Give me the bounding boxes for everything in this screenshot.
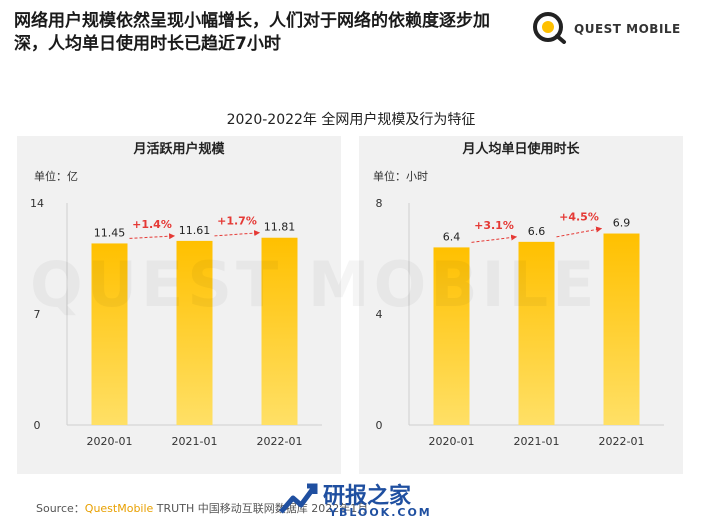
y-tick-label: 14 (30, 197, 44, 210)
bar (433, 247, 470, 425)
chart-panel-mau: 月活跃用户规模 单位：亿 0 7 14 11.45 2020-01 11.61 2021-0… (17, 136, 341, 474)
growth-arrow (471, 234, 518, 243)
source-brand: QuestMobile (84, 502, 154, 515)
x-tick-label: 2020-01 (87, 435, 133, 448)
unit-label-mau: 单位：亿 (34, 170, 78, 183)
growth-arrow (556, 226, 603, 238)
data-label: 6.9 (613, 217, 631, 230)
y-tick-label: 0 (34, 419, 41, 432)
stamp-text-en: YBLOOK.COM (329, 506, 432, 519)
source-note: Source：QuestMobile TRUTH 中国移动互联网数据库 2022… (36, 500, 368, 516)
source-prefix: Source： (36, 502, 85, 515)
page-title: 网络用户规模依然呈现小幅增长，人们对于网络的依赖度逐步加深，人均单日使用时长已趋… (14, 11, 490, 54)
data-label: 11.61 (179, 224, 211, 237)
data-label: 11.45 (94, 226, 126, 239)
y-tick-label: 7 (34, 308, 41, 321)
bar-chart-duration: 0 4 8 6.4 2020-01 6.6 2021-01 6.9 2022-01 +3.1% +4… (376, 197, 664, 448)
bar (91, 243, 128, 425)
watermark: QUEST MOBILE (30, 248, 599, 321)
y-tick-label: 0 (376, 419, 383, 432)
data-label: 11.81 (264, 221, 296, 234)
logo-text: QUEST MOBILE (574, 22, 681, 36)
bar (518, 241, 555, 425)
growth-label: +1.7% (217, 215, 257, 228)
growth-chart-icon (279, 483, 318, 514)
data-label: 6.4 (443, 230, 461, 243)
chart-main-title: 2020-2022年 全网用户规模及行为特征 (226, 112, 476, 128)
unit-label-duration: 单位：小时 (373, 170, 428, 183)
chart-title-mau: 月活跃用户规模 (133, 142, 225, 157)
bar (603, 233, 640, 425)
questmobile-logo: QUEST MOBILE (530, 10, 690, 44)
source-rest: TRUTH 中国移动互联网数据库 2022年1月 (153, 502, 369, 515)
growth-arrow (214, 230, 261, 237)
chart-panel-duration: 月人均单日使用时长 单位：小时 0 4 8 6.4 2020-01 6.6 2021-01 6… (359, 136, 683, 474)
x-tick-label: 2022-01 (599, 435, 645, 448)
bar (261, 237, 298, 425)
y-tick-label: 4 (376, 308, 383, 321)
x-tick-label: 2022-01 (257, 435, 303, 448)
bar (176, 240, 213, 425)
growth-label: +3.1% (474, 219, 514, 232)
chart-title-duration: 月人均单日使用时长 (462, 142, 580, 157)
y-tick-label: 8 (376, 197, 383, 210)
growth-arrow (129, 233, 176, 240)
data-label: 6.6 (528, 225, 546, 238)
x-tick-label: 2021-01 (172, 435, 218, 448)
questmobile-logo-icon (533, 12, 566, 44)
x-tick-label: 2021-01 (514, 435, 560, 448)
growth-label: +4.5% (559, 211, 599, 224)
bar-chart-mau: 0 7 14 11.45 2020-01 11.61 2021-01 11.81 2022-01… (30, 197, 322, 448)
site-watermark-stamp: 研报之家 YBLOOK.COM (277, 478, 437, 522)
stamp-text-cn: 研报之家 (323, 484, 412, 509)
growth-label: +1.4% (132, 218, 172, 231)
x-tick-label: 2020-01 (429, 435, 475, 448)
